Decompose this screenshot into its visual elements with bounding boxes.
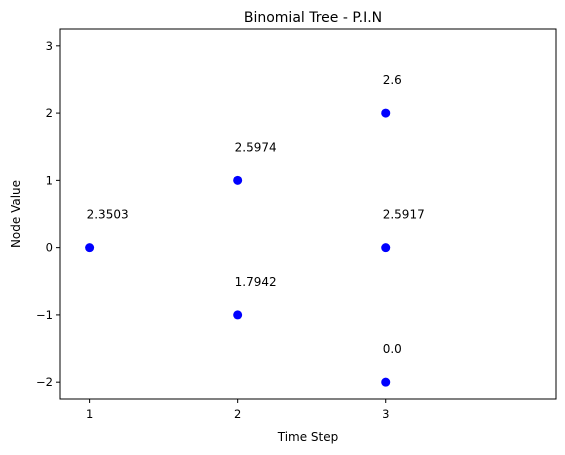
data-point <box>233 310 243 320</box>
data-label: 2.3503 <box>87 208 129 222</box>
data-point <box>381 377 391 387</box>
x-tick-label: 3 <box>382 407 389 421</box>
axis-ticks: 1 2 3 −2 −1 0 1 2 3 <box>36 39 389 421</box>
data-label: 0.0 <box>383 342 402 356</box>
data-point <box>233 175 243 185</box>
x-tick-label: 1 <box>86 407 93 421</box>
data-labels: 2.3503 2.5974 1.7942 2.6 2.5917 0.0 <box>87 73 425 356</box>
data-label: 1.7942 <box>235 275 277 289</box>
y-tick-label: −1 <box>36 308 53 322</box>
y-tick-label: 0 <box>46 241 53 255</box>
y-tick-label: −2 <box>36 375 53 389</box>
data-point <box>381 108 391 118</box>
x-tick-label: 2 <box>234 407 241 421</box>
data-label: 2.5917 <box>383 208 425 222</box>
x-axis-label: Time Step <box>277 430 339 444</box>
plot-area <box>59 28 557 400</box>
data-label: 2.6 <box>383 73 402 87</box>
y-axis-label: Node Value <box>9 180 23 248</box>
data-point <box>85 243 95 253</box>
chart-title: Binomial Tree - P.I.N <box>244 10 382 26</box>
data-points <box>85 108 391 387</box>
y-tick-label: 2 <box>46 106 53 120</box>
y-tick-label: 1 <box>46 173 53 187</box>
data-point <box>381 243 391 253</box>
y-tick-label: 3 <box>46 39 53 53</box>
data-label: 2.5974 <box>235 140 277 154</box>
